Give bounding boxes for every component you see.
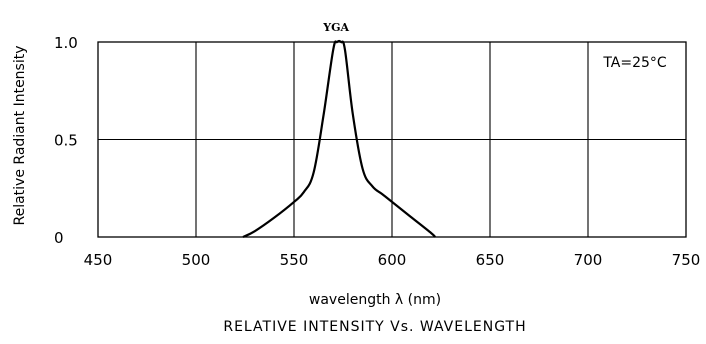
series-line-yga — [242, 39, 436, 238]
chart-title: RELATIVE INTENSITY Vs. WAVELENGTH — [223, 319, 526, 335]
y-tick-label: 0 — [54, 229, 64, 247]
y-tick-labels: 0 0.5 1.0 — [54, 34, 78, 247]
y-axis-label: Relative Radiant Intensity — [12, 45, 28, 225]
y-tick-label: 1.0 — [54, 34, 78, 52]
y-tick-label: 0.5 — [54, 132, 78, 150]
temperature-annotation: TA=25°C — [602, 55, 667, 71]
x-tick-label: 700 — [574, 251, 603, 269]
x-tick-label: 550 — [280, 251, 309, 269]
x-tick-label: 500 — [182, 251, 211, 269]
x-tick-label: 600 — [378, 251, 407, 269]
grid-lines — [98, 42, 686, 237]
x-tick-label: 650 — [476, 251, 505, 269]
x-tick-label: 750 — [672, 251, 701, 269]
series-label-yga: YGA — [322, 21, 349, 34]
x-tick-labels: 450 500 550 600 650 700 750 — [84, 251, 701, 269]
x-axis-label: wavelength λ (nm) — [309, 292, 441, 308]
plot-frame — [97, 41, 687, 238]
x-tick-label: 450 — [84, 251, 113, 269]
